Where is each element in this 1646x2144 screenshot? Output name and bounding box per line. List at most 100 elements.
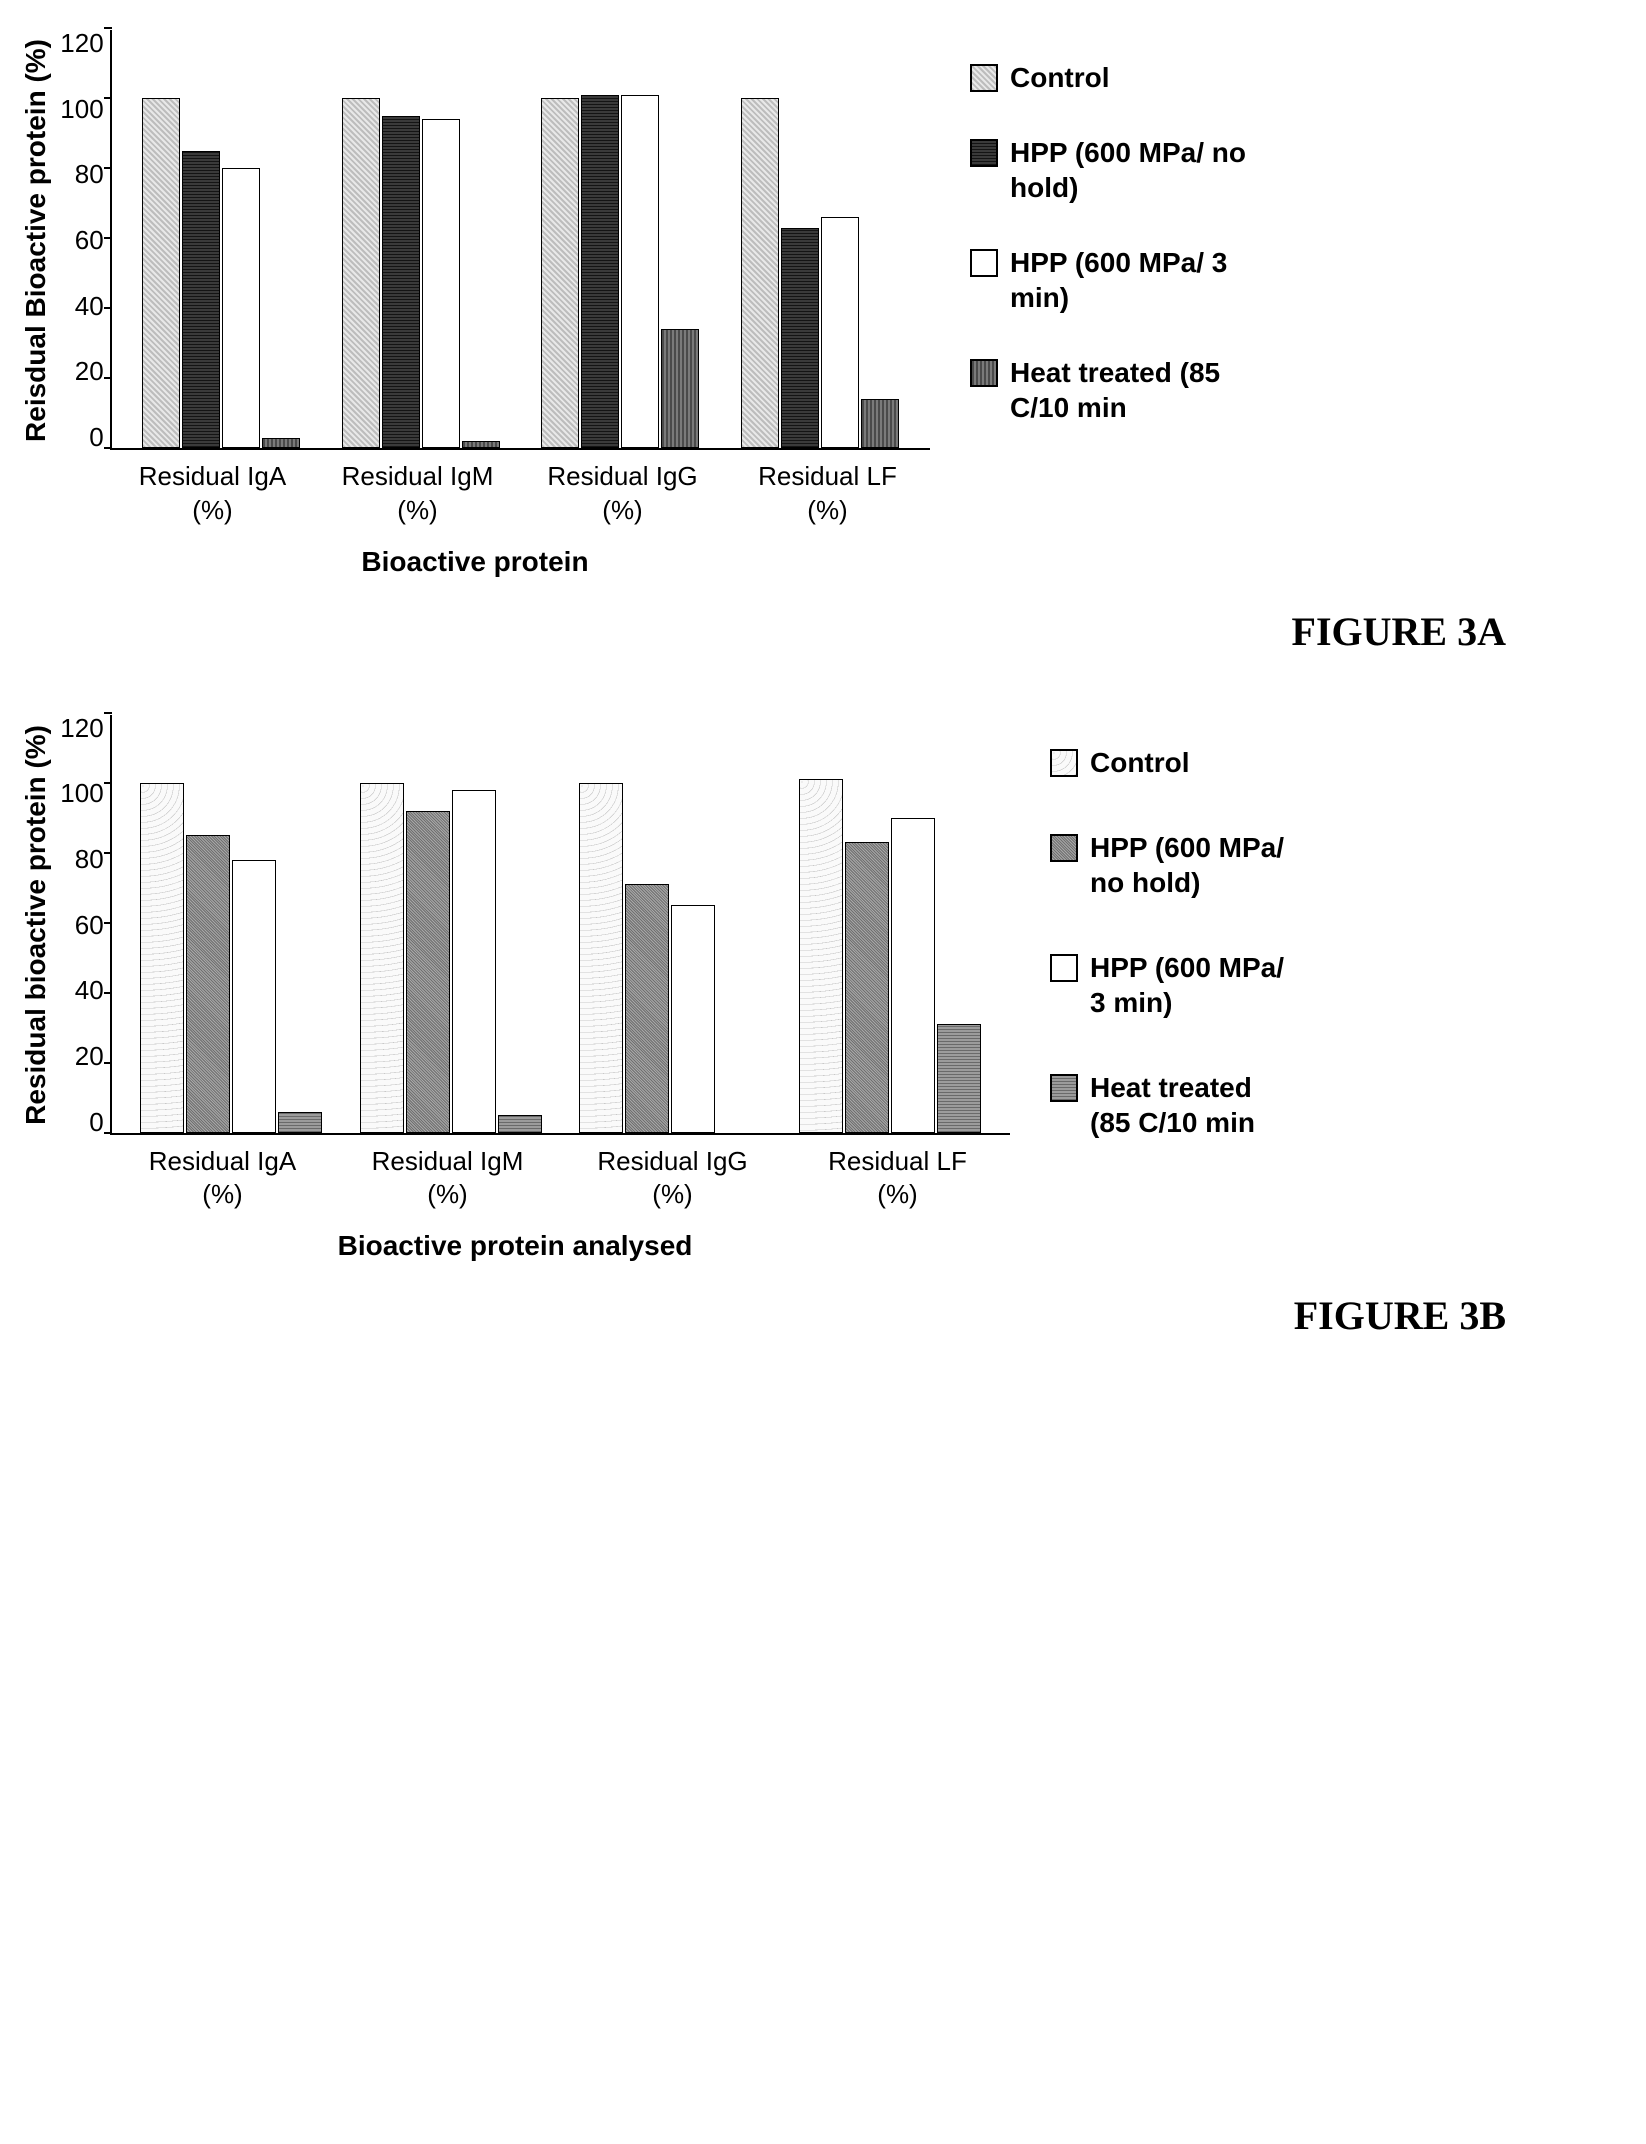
- y-tick: 100: [60, 780, 103, 806]
- x-category-label: Residual IgG(%): [543, 460, 703, 528]
- y-tick: 0: [89, 1109, 103, 1135]
- y-tick-mark: [104, 167, 112, 169]
- bar-hpp_nohold: [625, 884, 669, 1133]
- x-category-label: Residual IgM(%): [338, 460, 498, 528]
- bar-heat: [278, 1112, 322, 1133]
- y-tick-mark: [104, 1062, 112, 1064]
- legend-label: Heat treated (85 C/10 min: [1090, 1070, 1290, 1140]
- legend-item-hpp_3min: HPP (600 MPa/ 3 min): [1050, 950, 1290, 1020]
- figure-b-legend: ControlHPP (600 MPa/ no hold)HPP (600 MP…: [1050, 745, 1290, 1140]
- y-tick: 20: [75, 1043, 104, 1069]
- legend-swatch: [1050, 749, 1078, 777]
- y-tick-mark: [104, 1132, 112, 1134]
- y-tick-mark: [104, 27, 112, 29]
- bar-hpp_nohold: [845, 842, 889, 1133]
- bar-group: [741, 98, 899, 448]
- bar-hpp_3min: [821, 217, 859, 448]
- y-tick: 60: [75, 912, 104, 938]
- x-category-label: Residual LF(%): [818, 1145, 978, 1213]
- bar-hpp_3min: [452, 790, 496, 1133]
- figure-b-x-axis-label: Bioactive protein analysed: [338, 1230, 693, 1262]
- y-tick: 60: [75, 227, 104, 253]
- bar-group: [342, 98, 500, 448]
- legend-swatch: [1050, 954, 1078, 982]
- legend-item-heat: Heat treated (85 C/10 min: [970, 355, 1250, 425]
- bar-control: [579, 783, 623, 1133]
- bar-heat: [861, 399, 899, 448]
- y-tick: 100: [60, 96, 103, 122]
- y-tick-mark: [104, 712, 112, 714]
- y-tick-mark: [104, 377, 112, 379]
- bar-heat: [262, 438, 300, 449]
- bar-control: [799, 779, 843, 1133]
- y-tick: 40: [75, 293, 104, 319]
- bar-heat: [661, 329, 699, 448]
- bar-group: [142, 98, 300, 448]
- figure-a-y-ticks: 120 100 80 60 40 20 0: [60, 30, 103, 450]
- legend-swatch: [970, 359, 998, 387]
- figure-b-caption: FIGURE 3B: [20, 1292, 1506, 1339]
- legend-label: Control: [1010, 60, 1110, 95]
- bar-group: [541, 95, 699, 449]
- y-tick: 0: [89, 424, 103, 450]
- bar-control: [342, 98, 380, 448]
- bar-hpp_nohold: [581, 95, 619, 449]
- x-category-label: Residual IgG(%): [593, 1145, 753, 1213]
- y-tick-mark: [104, 97, 112, 99]
- legend-swatch: [970, 139, 998, 167]
- figure-b-plot-container: Residual bioactive protein (%) 120 100 8…: [20, 715, 1009, 1135]
- legend-item-control: Control: [1050, 745, 1290, 780]
- figure-a-y-axis-label: Reisdual Bioactive protein (%): [20, 39, 52, 442]
- y-tick-mark: [104, 992, 112, 994]
- bar-hpp_nohold: [182, 151, 220, 449]
- bar-group: [140, 783, 322, 1133]
- bar-heat: [937, 1024, 981, 1133]
- bar-group: [360, 783, 542, 1133]
- figure-b-x-labels: Residual IgA(%) Residual IgM(%) Residual I…: [110, 1145, 1010, 1213]
- x-category-label: Residual IgA(%): [143, 1145, 303, 1213]
- y-tick-mark: [104, 782, 112, 784]
- figure-a-x-axis-label: Bioactive protein: [361, 546, 588, 578]
- figure-a-x-labels: Residual IgA(%) Residual IgM(%) Residual I…: [110, 460, 930, 528]
- figure-b: Residual bioactive protein (%) 120 100 8…: [20, 715, 1626, 1340]
- y-tick: 80: [75, 161, 104, 187]
- bar-hpp_3min: [621, 95, 659, 449]
- y-tick: 80: [75, 846, 104, 872]
- bar-control: [541, 98, 579, 448]
- bar-hpp_nohold: [186, 835, 230, 1133]
- figure-b-chart-row: Residual bioactive protein (%) 120 100 8…: [20, 715, 1626, 1263]
- bar-control: [140, 783, 184, 1133]
- legend-item-control: Control: [970, 60, 1250, 95]
- legend-item-hpp_3min: HPP (600 MPa/ 3 min): [970, 245, 1250, 315]
- bar-hpp_3min: [891, 818, 935, 1133]
- bar-hpp_nohold: [781, 228, 819, 449]
- legend-item-heat: Heat treated (85 C/10 min: [1050, 1070, 1290, 1140]
- y-tick: 120: [60, 715, 103, 741]
- figure-b-y-axis-label: Residual bioactive protein (%): [20, 725, 52, 1125]
- bar-hpp_3min: [422, 119, 460, 448]
- bar-control: [360, 783, 404, 1133]
- legend-label: Heat treated (85 C/10 min: [1010, 355, 1250, 425]
- figure-b-chart-area: Residual bioactive protein (%) 120 100 8…: [20, 715, 1010, 1263]
- y-tick: 40: [75, 977, 104, 1003]
- figure-a-caption: FIGURE 3A: [20, 608, 1506, 655]
- y-tick-mark: [104, 852, 112, 854]
- bar-hpp_nohold: [382, 116, 420, 449]
- legend-swatch: [1050, 1074, 1078, 1102]
- figure-b-plot: [110, 715, 1010, 1135]
- legend-swatch: [970, 249, 998, 277]
- legend-swatch: [1050, 834, 1078, 862]
- y-tick-mark: [104, 447, 112, 449]
- bar-heat: [498, 1115, 542, 1133]
- legend-swatch: [970, 64, 998, 92]
- legend-label: Control: [1090, 745, 1190, 780]
- x-category-label: Residual IgM(%): [368, 1145, 528, 1213]
- y-tick-mark: [104, 307, 112, 309]
- figure-a-plot-container: Reisdual Bioactive protein (%) 120 100 8…: [20, 30, 929, 450]
- y-tick-mark: [104, 922, 112, 924]
- x-category-label: Residual IgA(%): [133, 460, 293, 528]
- bar-hpp_nohold: [406, 811, 450, 1133]
- bar-control: [741, 98, 779, 448]
- y-tick: 20: [75, 358, 104, 384]
- figure-a: Reisdual Bioactive protein (%) 120 100 8…: [20, 30, 1626, 655]
